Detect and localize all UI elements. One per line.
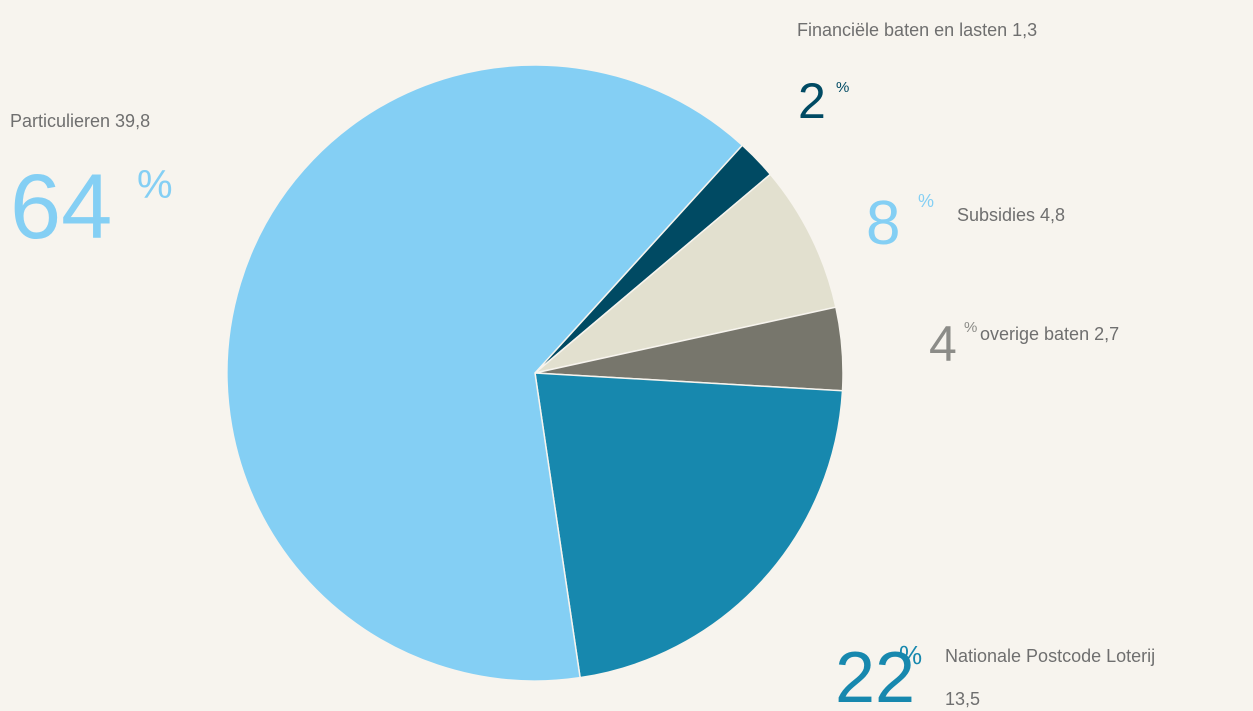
percent-value: 4: [929, 316, 957, 372]
category-name: Nationale Postcode Loterij: [945, 646, 1155, 666]
value-label: 13,5: [945, 689, 980, 709]
percent-value: 2: [798, 73, 826, 129]
value-label: 1,3: [1012, 20, 1037, 40]
slice-label: Financiële baten en lasten 1,3: [797, 20, 1037, 40]
pie-slice: [226, 64, 744, 682]
value-label: 2,7: [1094, 324, 1119, 344]
slice-label: overige baten 2,7: [980, 324, 1119, 344]
slice-label: Nationale Postcode Loterij 13,5: [945, 646, 1155, 709]
category-name: Particulieren: [10, 111, 110, 131]
percent-unit: %: [899, 640, 922, 670]
percent-unit: %: [918, 191, 934, 211]
slice-label: Particulieren 39,8: [10, 111, 150, 131]
percent-value: 64: [10, 156, 112, 258]
percent-unit: %: [964, 319, 977, 336]
category-name: Subsidies: [957, 205, 1035, 225]
category-name: Financiële baten en lasten: [797, 20, 1007, 40]
percent-value: 22: [835, 638, 915, 711]
value-label: 4,8: [1040, 205, 1065, 225]
percent-unit: %: [836, 79, 849, 96]
category-name: overige baten: [980, 324, 1089, 344]
pie-slice: [534, 372, 844, 679]
value-label: 39,8: [115, 111, 150, 131]
slice-label: Subsidies 4,8: [957, 205, 1065, 225]
percent-value: 8: [866, 189, 900, 258]
percent-unit: %: [137, 163, 173, 207]
